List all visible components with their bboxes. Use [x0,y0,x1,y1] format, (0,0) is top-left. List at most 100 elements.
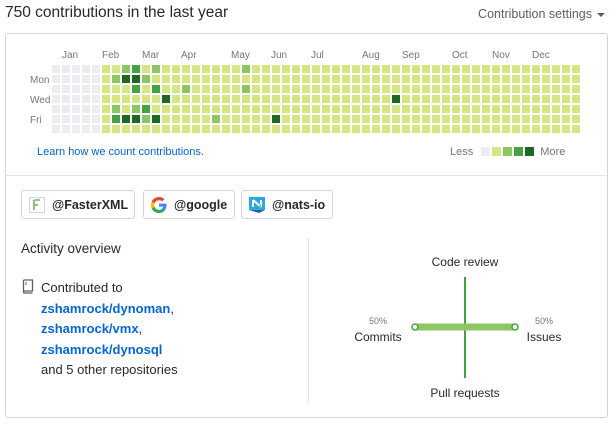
contribution-day-cell[interactable] [242,65,250,73]
contribution-day-cell[interactable] [332,85,340,93]
contribution-day-cell[interactable] [342,95,350,103]
contribution-day-cell[interactable] [282,85,290,93]
contribution-day-cell[interactable] [532,125,540,133]
contribution-day-cell[interactable] [272,95,280,103]
contribution-day-cell[interactable] [352,125,360,133]
contribution-day-cell[interactable] [112,65,120,73]
contribution-day-cell[interactable] [382,85,390,93]
contribution-day-cell[interactable] [132,65,140,73]
contribution-day-cell[interactable] [172,105,180,113]
contribution-day-cell[interactable] [282,105,290,113]
contribution-day-cell[interactable] [112,75,120,83]
contribution-day-cell[interactable] [442,85,450,93]
contribution-day-cell[interactable] [532,85,540,93]
contribution-day-cell[interactable] [412,95,420,103]
contribution-day-cell[interactable] [392,115,400,123]
contribution-day-cell[interactable] [222,105,230,113]
contribution-day-cell[interactable] [422,115,430,123]
contribution-day-cell[interactable] [492,115,500,123]
contribution-day-cell[interactable] [512,85,520,93]
contribution-day-cell[interactable] [492,95,500,103]
contribution-day-cell[interactable] [292,115,300,123]
contribution-day-cell[interactable] [232,95,240,103]
contribution-day-cell[interactable] [252,125,260,133]
contribution-day-cell[interactable] [322,105,330,113]
contribution-day-cell[interactable] [422,85,430,93]
contribution-day-cell[interactable] [102,65,110,73]
contribution-day-cell[interactable] [332,75,340,83]
contribution-day-cell[interactable] [162,105,170,113]
contribution-day-cell[interactable] [192,105,200,113]
contribution-day-cell[interactable] [332,125,340,133]
contribution-day-cell[interactable] [512,95,520,103]
contribution-day-cell[interactable] [272,75,280,83]
contribution-day-cell[interactable] [442,125,450,133]
contribution-day-cell[interactable] [432,85,440,93]
contribution-day-cell[interactable] [572,65,580,73]
contribution-day-cell[interactable] [142,105,150,113]
contribution-day-cell[interactable] [262,115,270,123]
contribution-day-cell[interactable] [402,85,410,93]
contribution-day-cell[interactable] [222,125,230,133]
contribution-day-cell[interactable] [562,95,570,103]
contribution-day-cell[interactable] [542,105,550,113]
contribution-day-cell[interactable] [382,105,390,113]
contribution-day-cell[interactable] [482,75,490,83]
contribution-day-cell[interactable] [312,85,320,93]
contribution-day-cell[interactable] [542,85,550,93]
contribution-day-cell[interactable] [502,85,510,93]
contribution-day-cell[interactable] [432,95,440,103]
contribution-day-cell[interactable] [92,125,100,133]
contribution-day-cell[interactable] [572,105,580,113]
contribution-day-cell[interactable] [162,95,170,103]
contribution-day-cell[interactable] [502,105,510,113]
contribution-day-cell[interactable] [262,125,270,133]
contribution-day-cell[interactable] [302,75,310,83]
contribution-day-cell[interactable] [282,95,290,103]
contribution-day-cell[interactable] [122,95,130,103]
contribution-day-cell[interactable] [562,65,570,73]
contribution-day-cell[interactable] [192,75,200,83]
contribution-day-cell[interactable] [82,85,90,93]
contribution-day-cell[interactable] [192,65,200,73]
contribution-day-cell[interactable] [222,85,230,93]
org-button-fasterxml[interactable]: @FasterXML [21,190,135,219]
contribution-day-cell[interactable] [472,115,480,123]
contribution-day-cell[interactable] [572,95,580,103]
contribution-day-cell[interactable] [542,95,550,103]
contribution-day-cell[interactable] [452,85,460,93]
contribution-day-cell[interactable] [342,65,350,73]
contribution-day-cell[interactable] [272,125,280,133]
contribution-day-cell[interactable] [202,105,210,113]
contribution-day-cell[interactable] [562,75,570,83]
contribution-day-cell[interactable] [372,85,380,93]
contribution-day-cell[interactable] [72,75,80,83]
contribution-day-cell[interactable] [52,115,60,123]
contribution-day-cell[interactable] [182,115,190,123]
contribution-day-cell[interactable] [232,115,240,123]
contribution-day-cell[interactable] [472,65,480,73]
contribution-day-cell[interactable] [512,125,520,133]
contribution-day-cell[interactable] [152,125,160,133]
contribution-day-cell[interactable] [372,115,380,123]
contribution-day-cell[interactable] [442,65,450,73]
contribution-day-cell[interactable] [552,75,560,83]
contribution-day-cell[interactable] [342,115,350,123]
contribution-day-cell[interactable] [492,65,500,73]
contribution-day-cell[interactable] [242,95,250,103]
contribution-day-cell[interactable] [142,95,150,103]
contribution-day-cell[interactable] [82,95,90,103]
contribution-day-cell[interactable] [212,65,220,73]
contribution-day-cell[interactable] [362,65,370,73]
contribution-day-cell[interactable] [252,85,260,93]
contribution-day-cell[interactable] [182,75,190,83]
contribution-day-cell[interactable] [552,95,560,103]
contribution-day-cell[interactable] [292,105,300,113]
contribution-day-cell[interactable] [82,115,90,123]
contribution-day-cell[interactable] [362,115,370,123]
contribution-day-cell[interactable] [182,95,190,103]
contribution-day-cell[interactable] [212,75,220,83]
contribution-day-cell[interactable] [512,65,520,73]
contribution-day-cell[interactable] [262,65,270,73]
contribution-day-cell[interactable] [552,115,560,123]
